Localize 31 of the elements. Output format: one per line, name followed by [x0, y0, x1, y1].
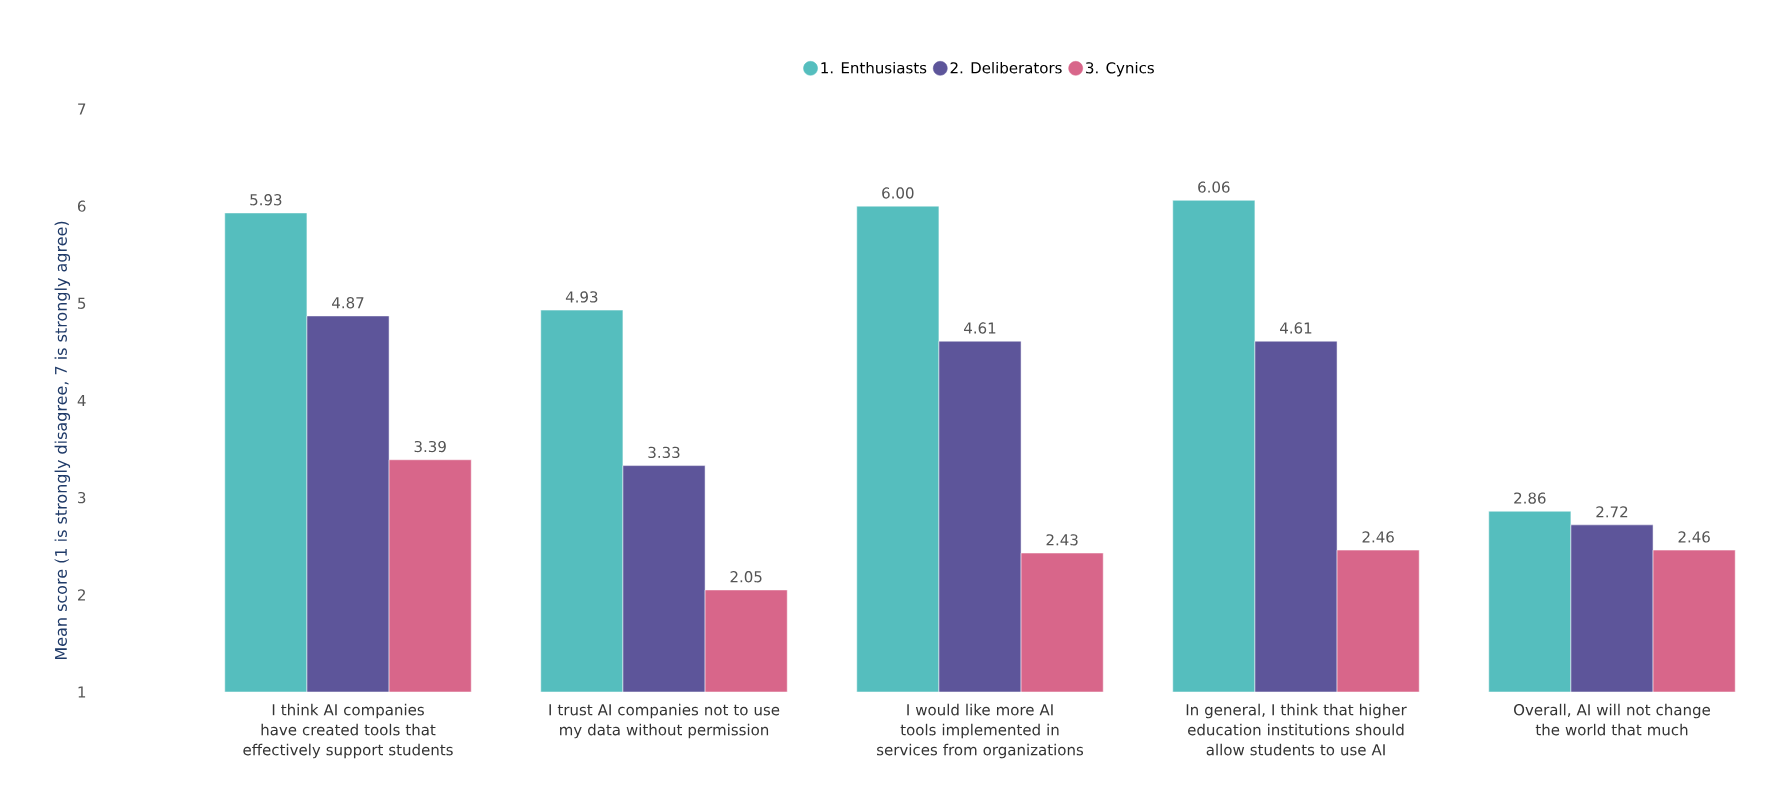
data-label: 2.72: [1596, 506, 1628, 518]
data-label: 4.61: [964, 322, 996, 334]
y-tick-label: 6: [77, 200, 86, 212]
x-tick-label: In general, I think that higher education institutions should allow students to use AI: [1186, 703, 1407, 756]
data-label: 3.39: [414, 440, 446, 453]
y-tick-label: 5: [78, 297, 86, 309]
data-label: 4.61: [1280, 322, 1312, 334]
y-tick-label: 4: [77, 395, 86, 406]
legend-label: 1. Enthusiasts: [821, 61, 927, 74]
data-label: 6.00: [882, 187, 914, 199]
data-label: 6.06: [1198, 181, 1230, 193]
y-tick-label: 7: [78, 103, 86, 115]
data-label: 2.86: [1514, 492, 1546, 504]
y-axis-title: Mean score (1 is strongly disagree, 7 is strongly agree): [54, 221, 71, 660]
x-tick-label: I think AI companies have created tools that effectively support students: [243, 703, 453, 759]
data-label: 3.33: [648, 446, 680, 459]
x-tick-label: Overall, AI will not change the world that much: [1514, 703, 1710, 736]
x-tick-label: I would like more AI tools implemented in services from organizations: [877, 703, 1084, 759]
data-label: 4.93: [565, 291, 598, 303]
y-tick-label: 2: [78, 589, 85, 601]
legend-label: 3. Cynics: [1086, 61, 1154, 77]
y-tick-label: 3: [78, 491, 86, 504]
y-tick-label: 1: [78, 686, 86, 698]
data-label: 2.05: [730, 571, 762, 583]
data-label: 2.46: [1362, 531, 1394, 543]
data-label: 2.43: [1046, 534, 1078, 546]
legend-label: 2. Deliberators: [950, 61, 1062, 74]
data-label: 2.46: [1678, 531, 1710, 543]
data-label: 4.87: [332, 297, 364, 309]
x-tick-label: I trust AI companies not to use my data without permission: [549, 703, 780, 739]
data-label: 5.93: [250, 194, 282, 206]
